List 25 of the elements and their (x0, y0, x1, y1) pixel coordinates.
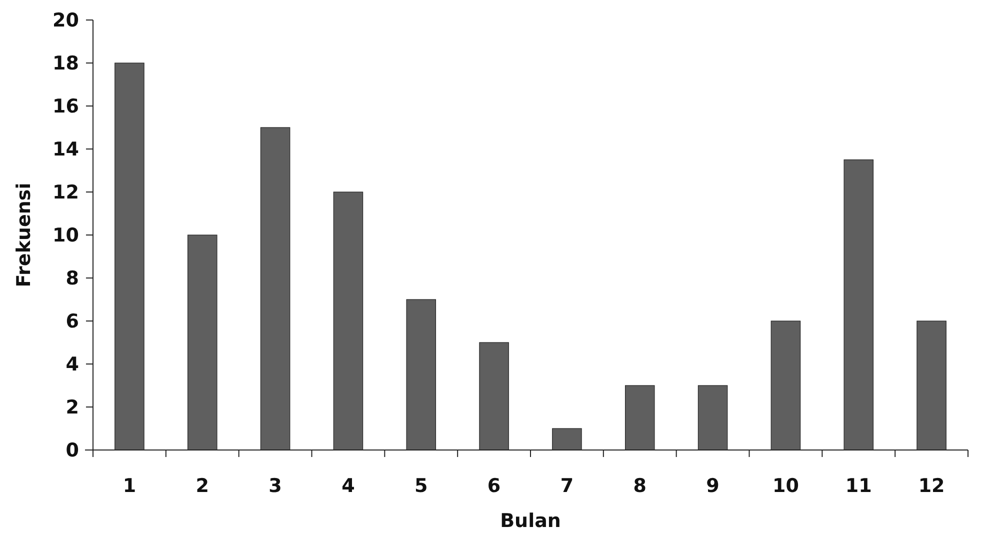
x-tick-label: 11 (845, 475, 872, 497)
y-tick-label: 18 (52, 52, 79, 75)
x-tick-label: 7 (560, 475, 574, 497)
x-tick-label: 3 (268, 475, 282, 497)
x-tick-label: 4 (342, 475, 355, 497)
y-tick-label: 16 (52, 96, 79, 118)
x-tick-label: 2 (196, 475, 209, 497)
y-tick-label: 2 (66, 396, 79, 419)
y-tick-label: 20 (52, 10, 79, 32)
y-tick-label: 4 (66, 354, 79, 376)
y-tick-label: 8 (66, 268, 79, 290)
x-tick-label: 6 (487, 475, 501, 497)
y-axis-title: Frekuensi (13, 182, 35, 288)
y-tick-label: 12 (52, 182, 79, 204)
y-tick-label: 6 (66, 310, 79, 333)
x-tick-label: 1 (122, 475, 136, 497)
x-tick-label: 10 (772, 475, 799, 497)
y-tick-label: 14 (52, 138, 79, 161)
x-tick-label: 9 (706, 475, 720, 497)
x-tick-label: 5 (414, 475, 428, 497)
x-tick-label: 12 (918, 475, 945, 497)
y-tick-label: 0 (66, 440, 79, 462)
y-tick-label: 10 (52, 224, 79, 247)
x-axis-title: Bulan (500, 510, 561, 532)
x-tick-label: 8 (633, 475, 646, 497)
